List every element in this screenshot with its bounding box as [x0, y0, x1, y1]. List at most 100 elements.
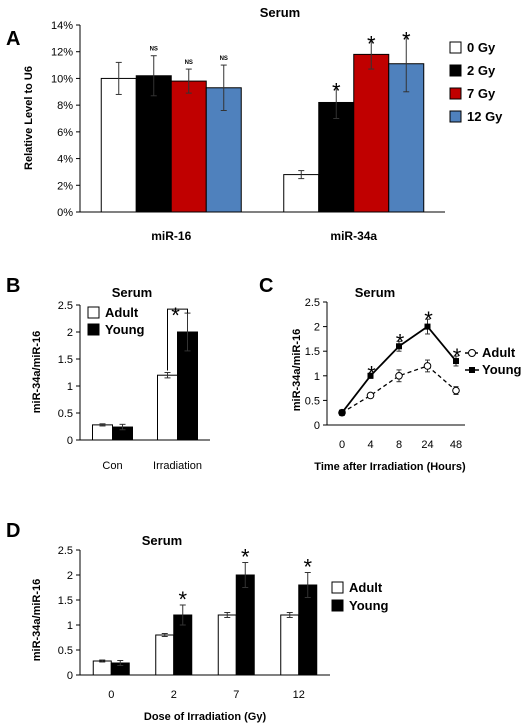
y-tick-label: 14% [51, 20, 73, 32]
significance-star: * [171, 303, 180, 328]
legend-swatch [449, 41, 462, 54]
panel-b-legend: Adult Young [87, 305, 145, 337]
panel-a-ylabel: Relative Level to U6 [23, 66, 35, 170]
data-point [395, 372, 403, 380]
y-tick-label: 1.5 [58, 595, 73, 607]
legend-swatch [449, 87, 462, 100]
panel-c-y-ticks: 0 0.5 1 1.5 2 2.5 [305, 297, 328, 432]
y-tick-label: 2 [314, 322, 320, 334]
y-tick-label: 0.5 [305, 395, 320, 407]
panel-b-chart: Serum miR-34a/miR-16 0 0.5 1 1.5 2 2.5 * Con I… [31, 285, 210, 472]
panel-b-bars [80, 312, 210, 441]
panel-letter-c: C [259, 275, 273, 297]
category-label: 0 [108, 689, 114, 701]
bar [235, 574, 255, 676]
legend-label: Young [105, 322, 145, 337]
panel-a-chart: Serum Relative Level to U6 0% 2% 4% 6% 8% 10%… [23, 5, 503, 243]
panel-d-bars [80, 562, 330, 676]
y-tick-label: 1 [314, 371, 320, 383]
panel-d-categories: 0 2 7 12 [108, 689, 305, 701]
panel-c-legend: Adult Young [465, 345, 522, 377]
bar [170, 80, 207, 213]
significance-label: NS [150, 47, 158, 53]
bar [298, 584, 318, 676]
panel-b-ylabel: miR-34a/miR-16 [31, 331, 43, 414]
x-tick-label: 0 [339, 439, 345, 451]
panel-d-title: Serum [142, 533, 182, 548]
data-point [424, 323, 431, 330]
x-tick-label: 24 [421, 439, 433, 451]
y-tick-label: 1 [67, 381, 73, 393]
y-tick-label: 10% [51, 73, 73, 85]
panel-d-chart: Serum miR-34a/miR-16 Dose of Irradiation… [31, 533, 389, 723]
legend-label: 0 Gy [467, 40, 496, 55]
y-tick-label: 0 [67, 435, 73, 447]
panel-letter-d: D [6, 520, 20, 542]
y-tick-label: 2.5 [305, 297, 320, 309]
panel-a-y-ticks: 0% 2% 4% 6% 8% 10% 12% 14% [51, 20, 81, 219]
panel-c-chart: Serum miR-34a/miR-16 Time after Irradiat… [291, 285, 522, 473]
panel-c-lines [327, 318, 465, 426]
category-label: miR-34a [330, 229, 377, 243]
legend-label: Young [482, 362, 522, 377]
legend-label: Adult [482, 345, 516, 360]
legend-label: Adult [105, 305, 139, 320]
panel-c-ylabel: miR-34a/miR-16 [291, 329, 303, 412]
y-tick-label: 2% [57, 180, 73, 192]
y-tick-label: 2.5 [58, 300, 73, 312]
significance-bracket [167, 308, 188, 371]
data-point [367, 372, 374, 379]
panel-d-legend: Adult Young [331, 580, 389, 613]
category-label: 2 [171, 689, 177, 701]
y-tick-label: 2 [67, 570, 73, 582]
significance-label: NS [220, 56, 228, 62]
data-point [452, 386, 460, 395]
bar [353, 53, 390, 213]
y-tick-label: 0 [314, 420, 320, 432]
y-tick-label: 2.5 [58, 545, 73, 557]
bar [283, 174, 320, 213]
x-tick-label: 4 [367, 439, 373, 451]
y-tick-label: 6% [57, 127, 73, 139]
panel-b-y-ticks: 0 0.5 1 1.5 2 2.5 [58, 300, 81, 447]
legend-label: 12 Gy [467, 109, 503, 124]
panel-b-title: Serum [112, 285, 152, 300]
y-tick-label: 2 [67, 327, 73, 339]
panel-a-title: Serum [260, 5, 300, 20]
significance-label: NS [185, 60, 193, 66]
panel-b-categories: Con Irradiation [102, 460, 202, 472]
panel-d-y-ticks: 0 0.5 1 1.5 2 2.5 [58, 545, 81, 682]
panel-a-legend: 0 Gy 2 Gy 7 Gy 12 Gy [449, 40, 503, 124]
bar [318, 101, 355, 213]
bar [217, 614, 237, 676]
category-label: miR-16 [151, 229, 191, 243]
data-point [366, 391, 375, 400]
legend-label: 7 Gy [467, 86, 496, 101]
y-tick-label: 8% [57, 100, 73, 112]
bar [92, 660, 112, 676]
significance-star: * [424, 307, 433, 332]
category-label: Irradiation [153, 460, 202, 472]
significance-star: * [367, 32, 376, 57]
data-point [423, 362, 432, 370]
significance-star: * [396, 329, 405, 354]
legend-swatch [449, 64, 462, 77]
series-line [341, 365, 457, 414]
panel-b-annotations: * [167, 303, 188, 371]
panel-d-ylabel: miR-34a/miR-16 [31, 579, 43, 662]
legend-swatch [331, 581, 344, 594]
y-tick-label: 0% [57, 207, 73, 219]
significance-star: * [367, 361, 376, 386]
category-label: Con [102, 460, 122, 472]
legend-swatch [87, 323, 100, 336]
y-tick-label: 0.5 [58, 408, 73, 420]
bar [280, 614, 300, 676]
significance-star: * [241, 545, 250, 570]
y-tick-label: 1.5 [305, 346, 320, 358]
data-point [396, 343, 402, 350]
significance-star: * [178, 587, 187, 612]
panel-c-xlabel: Time after Irradiation (Hours) [314, 461, 466, 473]
y-tick-label: 1.5 [58, 354, 73, 366]
y-tick-label: 0.5 [58, 645, 73, 657]
